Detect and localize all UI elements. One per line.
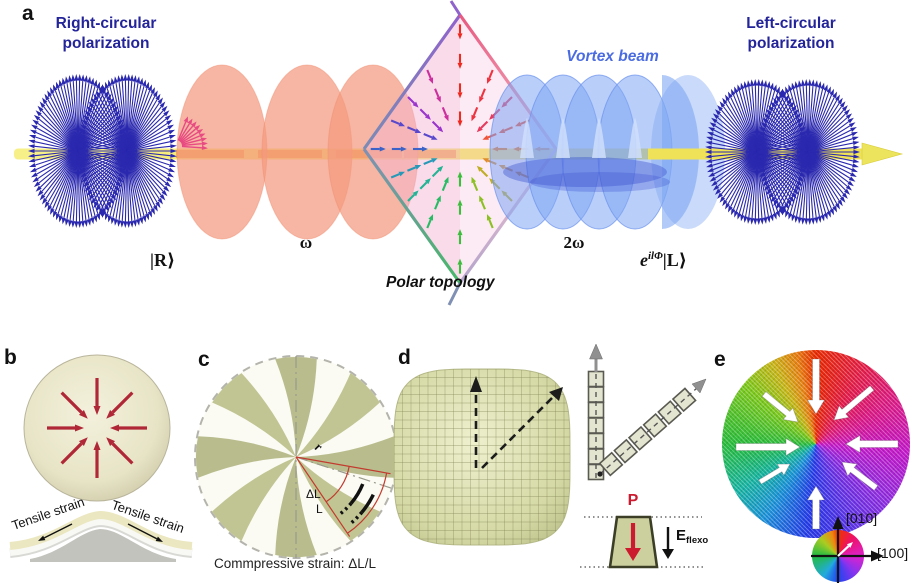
vortex-helix <box>489 74 725 230</box>
delta-l-label: ΔL <box>306 487 321 501</box>
two-omega-label: 2ω <box>563 233 585 252</box>
panel-label-c: c <box>198 348 210 371</box>
laser-beam-exit <box>648 142 904 166</box>
tensile-strain-left-label: Tensile strain <box>9 494 87 533</box>
panel-label-d: d <box>398 346 411 369</box>
radius-label: r <box>312 438 326 455</box>
panel-label-a: a <box>22 2 34 25</box>
left-polarization-label: Left-circular polarization <box>746 15 836 52</box>
e-field-base: E <box>676 527 687 544</box>
strained-membrane-disk <box>23 354 171 502</box>
omega-wavefront-disks <box>176 64 419 240</box>
laser-beam <box>14 148 660 160</box>
compressive-strain-caption: Commpressive strain: ΔL/L <box>214 556 377 571</box>
output-state-label: eilΦ|L⟩ <box>640 250 687 271</box>
compressive-pinwheel <box>194 355 398 559</box>
polarization-p-label: P <box>627 492 639 509</box>
right-polarization-label: Right-circular polarization <box>55 15 157 52</box>
color-wheel-legend <box>812 530 864 582</box>
exp-superscript: ilΦ <box>648 250 663 262</box>
ket-l-label: |L⟩ <box>662 250 687 270</box>
unit-cell-chains <box>587 343 707 481</box>
axis-010-label: [010] <box>846 510 878 526</box>
left-circular-polarization-fan <box>705 79 860 225</box>
vortex-beam-label: Vortex beam <box>566 48 659 65</box>
panel-label-e: e <box>714 348 726 371</box>
polar-topology-label: Polar topology <box>386 274 495 291</box>
exp-base: e <box>640 250 648 270</box>
right-circular-polarization-fan <box>28 74 208 228</box>
flexo-field-label: Eflexo <box>676 527 708 546</box>
curved-membrane-mesh <box>393 368 571 546</box>
l-label: L <box>316 502 323 516</box>
e-field-subscript: flexo <box>686 535 709 546</box>
panel-label-b: b <box>4 346 17 369</box>
polarization-direction-arrows <box>470 376 563 469</box>
omega-label: ω <box>299 233 313 252</box>
polar-topology-plate <box>362 0 558 306</box>
tensile-strain-right-label: Tensile strain <box>109 497 187 536</box>
ket-r-label: |R⟩ <box>150 250 176 270</box>
axis-100-label: [100] <box>877 545 909 561</box>
polarization-vector-map <box>722 350 910 538</box>
